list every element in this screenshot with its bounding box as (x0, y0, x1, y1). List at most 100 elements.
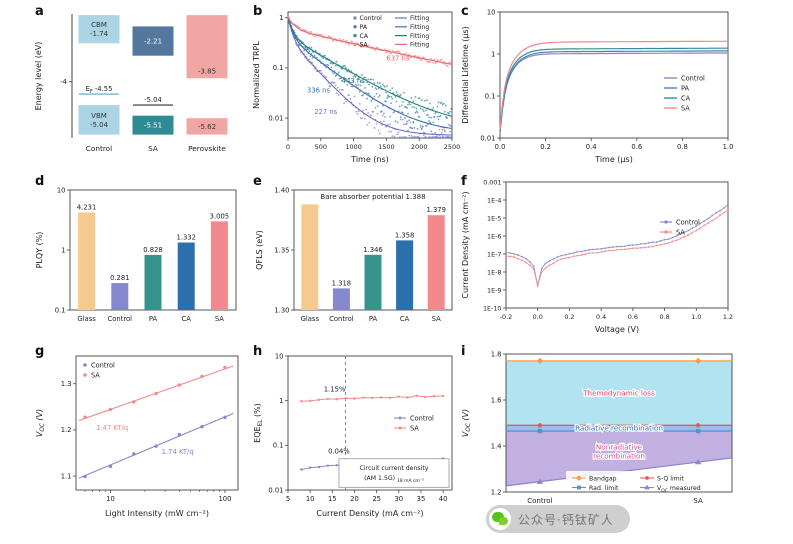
panel-f: f -0.2 0.0 0.2 0.4 0.6 0.8 1.0 1.2 0.001 1E-4 1E-5… (456, 174, 756, 342)
svg-text:SA: SA (91, 371, 100, 379)
panel-d: d 0.1 1 10 PLQY (%) 4.231 Glass 0.281 Control 0.… (30, 174, 248, 342)
svg-text:35: 35 (417, 495, 426, 503)
svg-text:-1.74: -1.74 (90, 30, 109, 38)
svg-text:0.04%: 0.04% (328, 448, 350, 456)
panel-a-letter: a (35, 4, 44, 19)
svg-text:CA: CA (360, 33, 369, 40)
svg-text:1.30: 1.30 (274, 306, 289, 314)
svg-text:Fitting: Fitting (410, 15, 429, 22)
svg-text:0.1: 0.1 (273, 442, 284, 450)
svg-text:10: 10 (275, 352, 284, 360)
svg-text:1.15%: 1.15% (324, 386, 346, 394)
svg-text:Current Density (mA cm⁻²): Current Density (mA cm⁻²) (461, 191, 470, 298)
svg-text:0.01: 0.01 (480, 134, 495, 142)
watermark-text: 公众号·钙钛矿人 (518, 512, 614, 527)
svg-text:Normalized TRPL: Normalized TRPL (252, 41, 261, 109)
svg-text:1: 1 (279, 14, 283, 22)
panel-g-letter: g (35, 344, 45, 359)
panel-b-letter: b (253, 4, 263, 19)
svg-text:QFLS (eV): QFLS (eV) (255, 230, 264, 270)
panel-a: a -4 Energy level (eV) Control SA Perovskite… (30, 4, 248, 172)
panel-i-letter: i (461, 344, 466, 359)
svg-text:443 ns: 443 ns (342, 77, 365, 85)
panel-f-chart: -0.2 0.0 0.2 0.4 0.6 0.8 1.0 1.2 0.001 1E-4 1E-5 1E… (461, 178, 733, 334)
svg-text:VOC (V): VOC (V) (35, 409, 46, 437)
svg-text:Light Intensity (mW cm⁻²): Light Intensity (mW cm⁻²) (105, 509, 209, 518)
svg-text:1E-7: 1E-7 (487, 250, 501, 258)
svg-text:0.4: 0.4 (596, 313, 606, 321)
svg-text:0.1: 0.1 (55, 306, 66, 314)
svg-text:-5.51: -5.51 (144, 122, 162, 130)
svg-text:10: 10 (487, 8, 496, 16)
svg-text:EF -4.55: EF -4.55 (86, 85, 113, 95)
svg-text:Perovskite: Perovskite (188, 144, 226, 153)
svg-text:VOC (V): VOC (V) (461, 409, 472, 437)
svg-text:0.8: 0.8 (659, 313, 669, 321)
svg-text:1.47 KT/q: 1.47 KT/q (96, 424, 128, 432)
svg-text:0.0: 0.0 (495, 143, 506, 151)
svg-text:Glass: Glass (77, 315, 96, 323)
svg-text:Bandgap: Bandgap (589, 475, 617, 482)
svg-text:1E-6: 1E-6 (487, 232, 501, 240)
svg-text:Fitting: Fitting (410, 42, 429, 49)
svg-text:Control: Control (410, 414, 434, 422)
svg-text:SA: SA (410, 424, 419, 432)
svg-text:1E-4: 1E-4 (487, 196, 501, 204)
svg-text:1.2: 1.2 (61, 426, 72, 434)
svg-text:PA: PA (369, 315, 378, 323)
svg-text:0.828: 0.828 (143, 246, 162, 254)
svg-text:PA: PA (681, 84, 690, 92)
panel-b: b 0 500 1000 1500 2000 2500 1 0.1 0.01 Time (ns) N… (248, 4, 460, 172)
svg-text:0.281: 0.281 (110, 274, 129, 282)
svg-text:20: 20 (350, 495, 359, 503)
svg-text:PLQY (%): PLQY (%) (35, 232, 44, 269)
svg-text:SA: SA (676, 228, 685, 236)
panel-h: h 5 10 15 20 25 30 35 40 0.01 0.1 1 10 Current Densi… (248, 344, 456, 540)
svg-text:10: 10 (306, 495, 315, 503)
svg-text:1: 1 (61, 246, 65, 254)
svg-text:Fitting: Fitting (410, 33, 429, 40)
svg-text:PA: PA (149, 315, 158, 323)
svg-text:Fitting: Fitting (410, 24, 429, 31)
svg-text:-5.04: -5.04 (90, 121, 109, 129)
svg-text:1E-9: 1E-9 (487, 286, 501, 294)
svg-text:Time (ns): Time (ns) (350, 155, 389, 164)
svg-text:Bare absorber potential 1.388: Bare absorber potential 1.388 (320, 193, 425, 201)
svg-text:1.346: 1.346 (363, 246, 382, 254)
panel-c-chart: 0.0 0.2 0.4 0.6 0.8 1.0 0.01 0.1 1 10 Time (µs) Dif… (461, 8, 733, 164)
svg-text:Rad. limit: Rad. limit (589, 485, 619, 492)
svg-text:0: 0 (286, 143, 290, 151)
svg-text:-3.85: -3.85 (198, 67, 216, 75)
svg-text:1.379: 1.379 (426, 206, 445, 214)
panel-g-chart: 10 100 1.1 1.2 1.3 Light Intensity (mW cm⁻²) V… (35, 355, 239, 518)
svg-text:CA: CA (400, 315, 410, 323)
panel-e-letter: e (253, 174, 262, 189)
svg-text:1.0: 1.0 (691, 313, 701, 321)
svg-text:2500: 2500 (444, 143, 461, 151)
svg-text:1: 1 (279, 397, 283, 405)
svg-text:336 ns: 336 ns (307, 87, 330, 95)
svg-text:0.001: 0.001 (483, 178, 501, 186)
svg-text:Control: Control (108, 315, 133, 323)
svg-text:1.6: 1.6 (491, 396, 502, 404)
svg-text:Current Density (mA cm⁻²): Current Density (mA cm⁻²) (316, 509, 423, 518)
svg-text:Themodynamic loss: Themodynamic loss (582, 389, 655, 398)
svg-text:Radiative recombination: Radiative recombination (575, 424, 663, 433)
svg-text:S-Q limit: S-Q limit (657, 475, 684, 482)
svg-text:1.2: 1.2 (491, 488, 502, 496)
svg-text:recombination: recombination (593, 451, 645, 460)
svg-text:1.2: 1.2 (723, 313, 733, 321)
svg-text:SA: SA (148, 144, 158, 153)
panel-g: g 10 100 1.1 1.2 1.3 Light Intensity (mW cm⁻²… (30, 344, 248, 540)
panel-b-chart: 0 500 1000 1500 2000 2500 1 0.1 0.01 Time (ns) Nor… (252, 11, 460, 164)
svg-text:637 ns: 637 ns (386, 55, 409, 63)
svg-text:0.01: 0.01 (268, 486, 283, 494)
svg-text:VBM: VBM (91, 112, 107, 120)
svg-text:1E-10: 1E-10 (483, 304, 502, 312)
panel-i-chart: 1.2 1.4 1.6 1.8 VOC (V) Themodynamic loss Radi… (461, 350, 733, 505)
panel-h-letter: h (253, 344, 263, 359)
svg-text:0.6: 0.6 (631, 143, 642, 151)
svg-text:1000: 1000 (345, 143, 362, 151)
svg-text:-4: -4 (60, 78, 68, 86)
